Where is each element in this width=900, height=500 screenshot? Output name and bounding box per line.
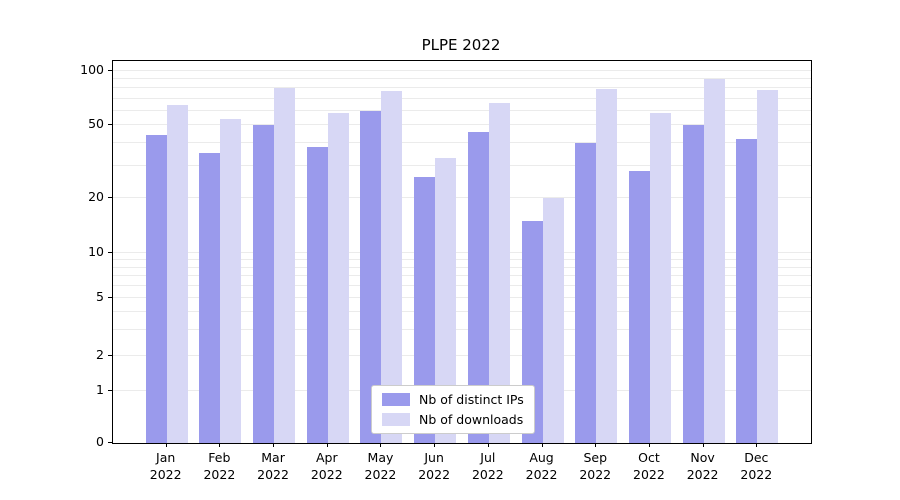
bar-distinct-ips-may — [360, 110, 382, 443]
x-tick-mark — [165, 443, 167, 447]
x-tick-label: Aug 2022 — [525, 450, 558, 482]
y-tick-label: 100 — [80, 62, 104, 77]
bar-distinct-ips-apr — [306, 146, 328, 443]
y-tick-mark — [108, 297, 112, 298]
x-tick-label: Jan 2022 — [149, 450, 182, 482]
legend-entry: Nb of downloads — [382, 412, 524, 427]
x-tick-mark — [756, 443, 758, 447]
y-tick-mark — [108, 442, 112, 443]
gridline — [113, 97, 811, 99]
x-tick-label: Dec 2022 — [740, 450, 773, 482]
x-tick-label: Mar 2022 — [257, 450, 289, 482]
y-tick-label: 10 — [88, 244, 104, 259]
bar-distinct-ips-mar — [253, 125, 275, 443]
x-tick-label: Oct 2022 — [633, 450, 665, 482]
y-tick-mark — [108, 252, 112, 253]
legend-swatch-icon — [382, 413, 410, 426]
bar-downloads-jul — [488, 103, 510, 443]
gridline — [113, 355, 811, 356]
bar-downloads-jun — [435, 158, 457, 443]
bar-downloads-dec — [757, 90, 779, 443]
x-tick-mark — [219, 443, 221, 447]
bar-distinct-ips-jun — [414, 177, 436, 443]
gridline — [113, 78, 811, 80]
bar-distinct-ips-jul — [467, 131, 489, 443]
gridline — [113, 141, 811, 143]
plot-area: Nb of distinct IPs Nb of downloads — [112, 60, 812, 444]
x-tick-mark — [326, 443, 328, 447]
bar-downloads-nov — [703, 79, 725, 443]
x-tick-mark — [380, 443, 382, 447]
y-tick-label: 20 — [88, 189, 104, 204]
x-tick-label: Sep 2022 — [579, 450, 612, 482]
legend-entry: Nb of distinct IPs — [382, 392, 524, 407]
bar-downloads-aug — [542, 198, 564, 443]
gridline — [113, 87, 811, 89]
gridline — [113, 124, 811, 125]
x-tick-mark — [273, 443, 275, 447]
legend-label: Nb of distinct IPs — [419, 392, 524, 407]
gridline — [113, 297, 811, 298]
y-tick-label: 50 — [88, 116, 104, 131]
y-tick-mark — [108, 70, 112, 71]
gridline — [113, 311, 811, 313]
legend: Nb of distinct IPs Nb of downloads — [371, 385, 535, 434]
gridline — [113, 109, 811, 111]
gridline — [113, 197, 811, 198]
gridline — [113, 252, 811, 253]
x-tick-label: Apr 2022 — [310, 450, 343, 482]
x-tick-mark — [541, 443, 543, 447]
bar-downloads-mar — [274, 88, 296, 443]
legend-label: Nb of downloads — [419, 412, 524, 427]
y-tick-label: 5 — [96, 289, 104, 304]
y-tick-label: 2 — [96, 347, 104, 362]
bar-downloads-oct — [649, 113, 671, 443]
y-tick-label: 0 — [96, 434, 104, 449]
x-tick-mark — [434, 443, 436, 447]
bar-downloads-apr — [327, 113, 349, 443]
gridline — [113, 285, 811, 287]
gridline — [113, 329, 811, 331]
gridline — [113, 266, 811, 268]
y-tick-mark — [108, 355, 112, 356]
x-tick-mark — [487, 443, 489, 447]
bar-downloads-jan — [166, 104, 188, 443]
x-tick-label: Nov 2022 — [686, 450, 719, 482]
bar-downloads-sep — [596, 89, 618, 443]
bar-distinct-ips-feb — [199, 153, 221, 443]
x-tick-label: May 2022 — [364, 450, 397, 482]
bar-downloads-feb — [220, 119, 242, 443]
x-tick-label: Jun 2022 — [418, 450, 451, 482]
x-tick-mark — [648, 443, 650, 447]
x-tick-mark — [595, 443, 597, 447]
gridline — [113, 275, 811, 277]
gridline — [113, 70, 811, 71]
bar-distinct-ips-jan — [145, 135, 167, 443]
bar-downloads-may — [381, 91, 403, 443]
bar-distinct-ips-sep — [575, 142, 597, 443]
gridline — [113, 164, 811, 166]
chart-title: PLPE 2022 — [421, 36, 501, 54]
y-tick-mark — [108, 197, 112, 198]
y-tick-mark — [108, 390, 112, 391]
y-tick-mark — [108, 124, 112, 125]
y-tick-label: 1 — [96, 382, 104, 397]
bar-distinct-ips-dec — [736, 138, 758, 443]
x-tick-label: Feb 2022 — [203, 450, 236, 482]
legend-swatch-icon — [382, 393, 410, 406]
x-tick-label: Jul 2022 — [471, 450, 504, 482]
bar-distinct-ips-oct — [628, 171, 650, 443]
x-tick-mark — [702, 443, 704, 447]
gridline — [113, 258, 811, 260]
bar-distinct-ips-nov — [682, 125, 704, 443]
